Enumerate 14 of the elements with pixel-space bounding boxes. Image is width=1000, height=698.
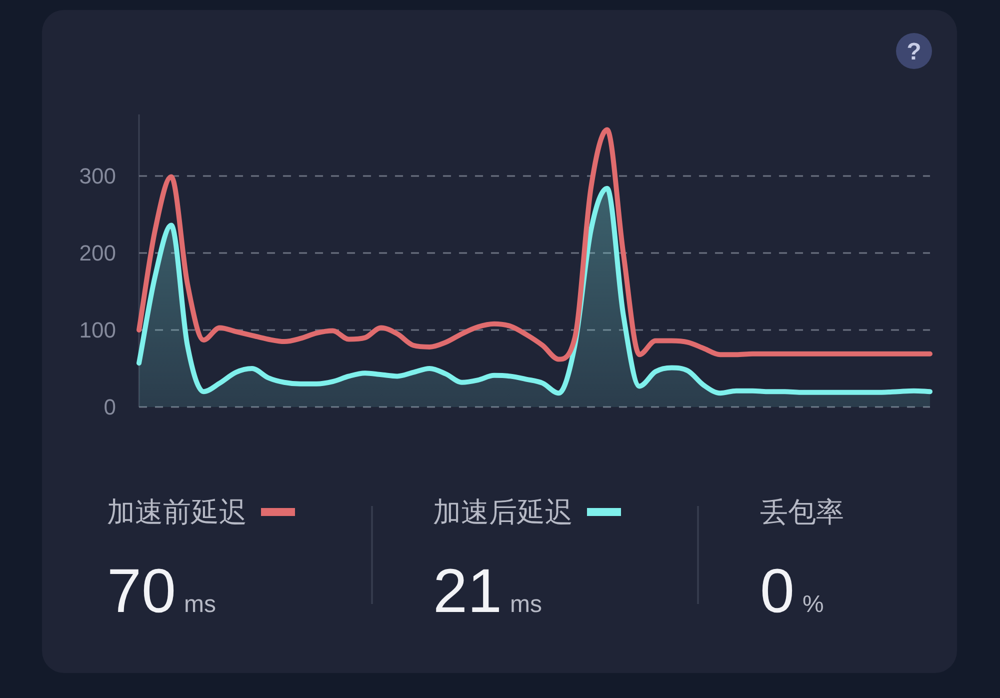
text: ? xyxy=(906,38,922,66)
text: ms xyxy=(510,591,542,618)
legend-label: 加速前延迟 xyxy=(107,496,247,528)
y-tick-label: 0 xyxy=(104,394,116,420)
text: 丢包率 xyxy=(760,496,844,528)
text: 0 xyxy=(760,557,794,626)
y-tick-label: 300 xyxy=(79,164,116,188)
text: 21 xyxy=(433,557,502,626)
text: ms xyxy=(184,591,216,618)
text: % xyxy=(802,591,824,618)
y-tick-label: 100 xyxy=(79,318,116,342)
y-tick-label: 200 xyxy=(79,240,116,266)
text: 70 xyxy=(107,557,176,626)
legend-label: 加速后延迟 xyxy=(433,496,573,528)
